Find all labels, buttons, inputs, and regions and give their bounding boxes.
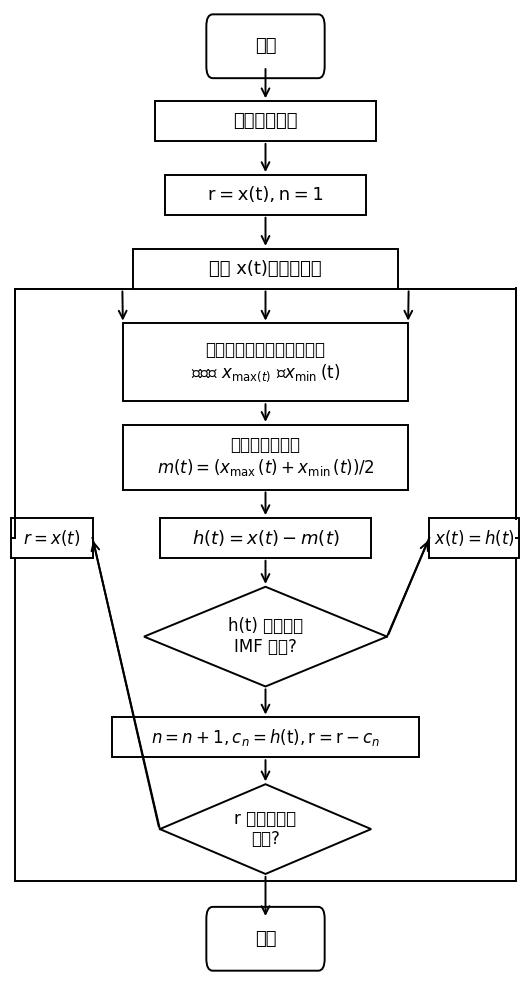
Bar (133, 249, 398, 289)
Text: 结束: 结束 (255, 930, 276, 948)
Text: $r=x(t)$: $r=x(t)$ (23, 528, 80, 548)
FancyBboxPatch shape (207, 907, 324, 971)
Text: r 是否为单调
函数?: r 是否为单调 函数? (235, 810, 296, 848)
Bar (429, 518, 519, 558)
Text: 输入原始信号: 输入原始信号 (233, 112, 298, 130)
Bar (165, 175, 366, 215)
Bar (123, 425, 408, 490)
Text: h(t) 是否渊足
IMF 条件?: h(t) 是否渊足 IMF 条件? (228, 617, 303, 656)
Text: $n=n+1,c_n=h(\mathrm{t}),\mathrm{r}=\mathrm{r}-c_n$: $n=n+1,c_n=h(\mathrm{t}),\mathrm{r}=\mat… (151, 727, 380, 748)
Text: 用三次样条插值拟合上、下
包络线 $x_{\mathrm{max}(t)}$ 和$x_{\mathrm{min}}$ (t): 用三次样条插值拟合上、下 包络线 $x_{\mathrm{max}(t)}$ 和… (191, 341, 340, 384)
Bar (14, 289, 517, 881)
Text: $h(t)=x(t)-m(t)$: $h(t)=x(t)-m(t)$ (192, 528, 339, 548)
Bar (123, 323, 408, 401)
Text: $x(t)=h(t)$: $x(t)=h(t)$ (434, 528, 515, 548)
Text: 开始: 开始 (255, 37, 276, 55)
Text: 确定 x(t)所有的极值: 确定 x(t)所有的极值 (209, 260, 322, 278)
Polygon shape (160, 784, 371, 874)
Bar (11, 518, 92, 558)
FancyBboxPatch shape (207, 14, 324, 78)
Text: 求包络线的均值
$m(t)=\left(x_{\mathrm{max}}\,(t)+x_{\mathrm{min}}\,(t)\right)/2$: 求包络线的均值 $m(t)=\left(x_{\mathrm{max}}\,(t… (157, 436, 374, 478)
Text: r = x(t), n = 1: r = x(t), n = 1 (208, 186, 323, 204)
Bar (113, 717, 418, 757)
Polygon shape (144, 587, 387, 686)
Bar (160, 518, 371, 558)
Bar (155, 101, 376, 141)
